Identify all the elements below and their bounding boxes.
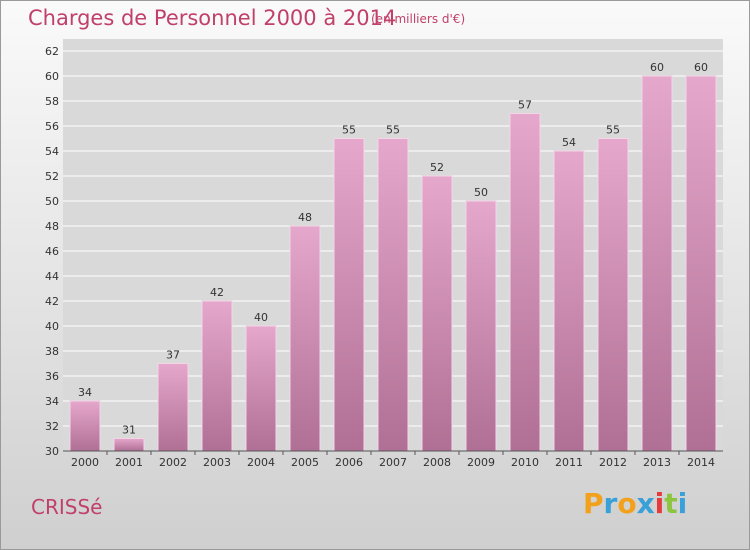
y-tick-label: 46 bbox=[45, 245, 59, 258]
x-tick-label: 2006 bbox=[335, 456, 363, 469]
logo-letter: r bbox=[603, 487, 618, 520]
logo-letter: P bbox=[583, 487, 604, 520]
data-label: 37 bbox=[166, 349, 180, 362]
x-tick-label: 2010 bbox=[511, 456, 539, 469]
x-tick-label: 2001 bbox=[115, 456, 143, 469]
y-tick-label: 44 bbox=[45, 270, 59, 283]
data-label: 54 bbox=[562, 136, 576, 149]
bar-2001 bbox=[113, 438, 145, 452]
x-tick-label: 2005 bbox=[291, 456, 319, 469]
bar-2008 bbox=[421, 175, 453, 452]
data-label: 57 bbox=[518, 99, 532, 112]
bar-2003 bbox=[201, 300, 233, 452]
y-tick-label: 52 bbox=[45, 170, 59, 183]
y-tick-label: 62 bbox=[45, 45, 59, 58]
y-tick-label: 34 bbox=[45, 395, 59, 408]
y-tick-label: 50 bbox=[45, 195, 59, 208]
bar-2000 bbox=[69, 400, 101, 452]
y-tick-label: 54 bbox=[45, 145, 59, 158]
data-label: 55 bbox=[386, 124, 400, 137]
data-label: 60 bbox=[650, 61, 664, 74]
data-label: 50 bbox=[474, 186, 488, 199]
y-tick-label: 56 bbox=[45, 120, 59, 133]
proxiti-logo: Proxiti bbox=[583, 487, 687, 520]
x-tick-label: 2013 bbox=[643, 456, 671, 469]
x-tick-label: 2004 bbox=[247, 456, 275, 469]
bar-2011 bbox=[553, 150, 585, 452]
x-tick-label: 2000 bbox=[71, 456, 99, 469]
bar-2010 bbox=[509, 113, 541, 452]
x-tick-label: 2007 bbox=[379, 456, 407, 469]
city-name: CRISSé bbox=[31, 495, 103, 519]
logo-letter: i bbox=[654, 487, 665, 520]
y-tick-label: 32 bbox=[45, 420, 59, 433]
x-tick-label: 2008 bbox=[423, 456, 451, 469]
chart-title: Charges de Personnel 2000 à 2014 bbox=[28, 6, 397, 30]
bar-2002 bbox=[157, 363, 189, 452]
x-tick-label: 2002 bbox=[159, 456, 187, 469]
bar-2007 bbox=[377, 138, 409, 452]
x-tick-label: 2014 bbox=[687, 456, 715, 469]
bar-2012 bbox=[597, 138, 629, 452]
y-tick-label: 36 bbox=[45, 370, 59, 383]
bar-2004 bbox=[245, 325, 277, 452]
y-tick-label: 60 bbox=[45, 70, 59, 83]
logo-letter: x bbox=[636, 487, 655, 520]
logo-letter: o bbox=[617, 487, 637, 520]
data-label: 34 bbox=[78, 386, 92, 399]
data-label: 55 bbox=[342, 124, 356, 137]
y-tick-label: 48 bbox=[45, 220, 59, 233]
y-tick-label: 30 bbox=[45, 445, 59, 458]
bar-2014 bbox=[685, 75, 717, 452]
data-label: 31 bbox=[122, 424, 136, 437]
y-tick-label: 58 bbox=[45, 95, 59, 108]
unit-note: (en milliers d'€) bbox=[371, 12, 466, 26]
y-tick-label: 40 bbox=[45, 320, 59, 333]
bar-2006 bbox=[333, 138, 365, 452]
bar-2013 bbox=[641, 75, 673, 452]
bar-2005 bbox=[289, 225, 321, 452]
data-label: 55 bbox=[606, 124, 620, 137]
logo-letter: i bbox=[677, 487, 688, 520]
data-label: 52 bbox=[430, 161, 444, 174]
y-tick-label: 42 bbox=[45, 295, 59, 308]
x-tick-label: 2011 bbox=[555, 456, 583, 469]
bar-2009 bbox=[465, 200, 497, 452]
data-label: 48 bbox=[298, 211, 312, 224]
data-label: 40 bbox=[254, 311, 268, 324]
data-label: 60 bbox=[694, 61, 708, 74]
logo-letter: t bbox=[664, 487, 678, 520]
y-tick-label: 38 bbox=[45, 345, 59, 358]
data-label: 42 bbox=[210, 286, 224, 299]
x-tick-label: 2003 bbox=[203, 456, 231, 469]
x-tick-label: 2009 bbox=[467, 456, 495, 469]
x-tick-label: 2012 bbox=[599, 456, 627, 469]
